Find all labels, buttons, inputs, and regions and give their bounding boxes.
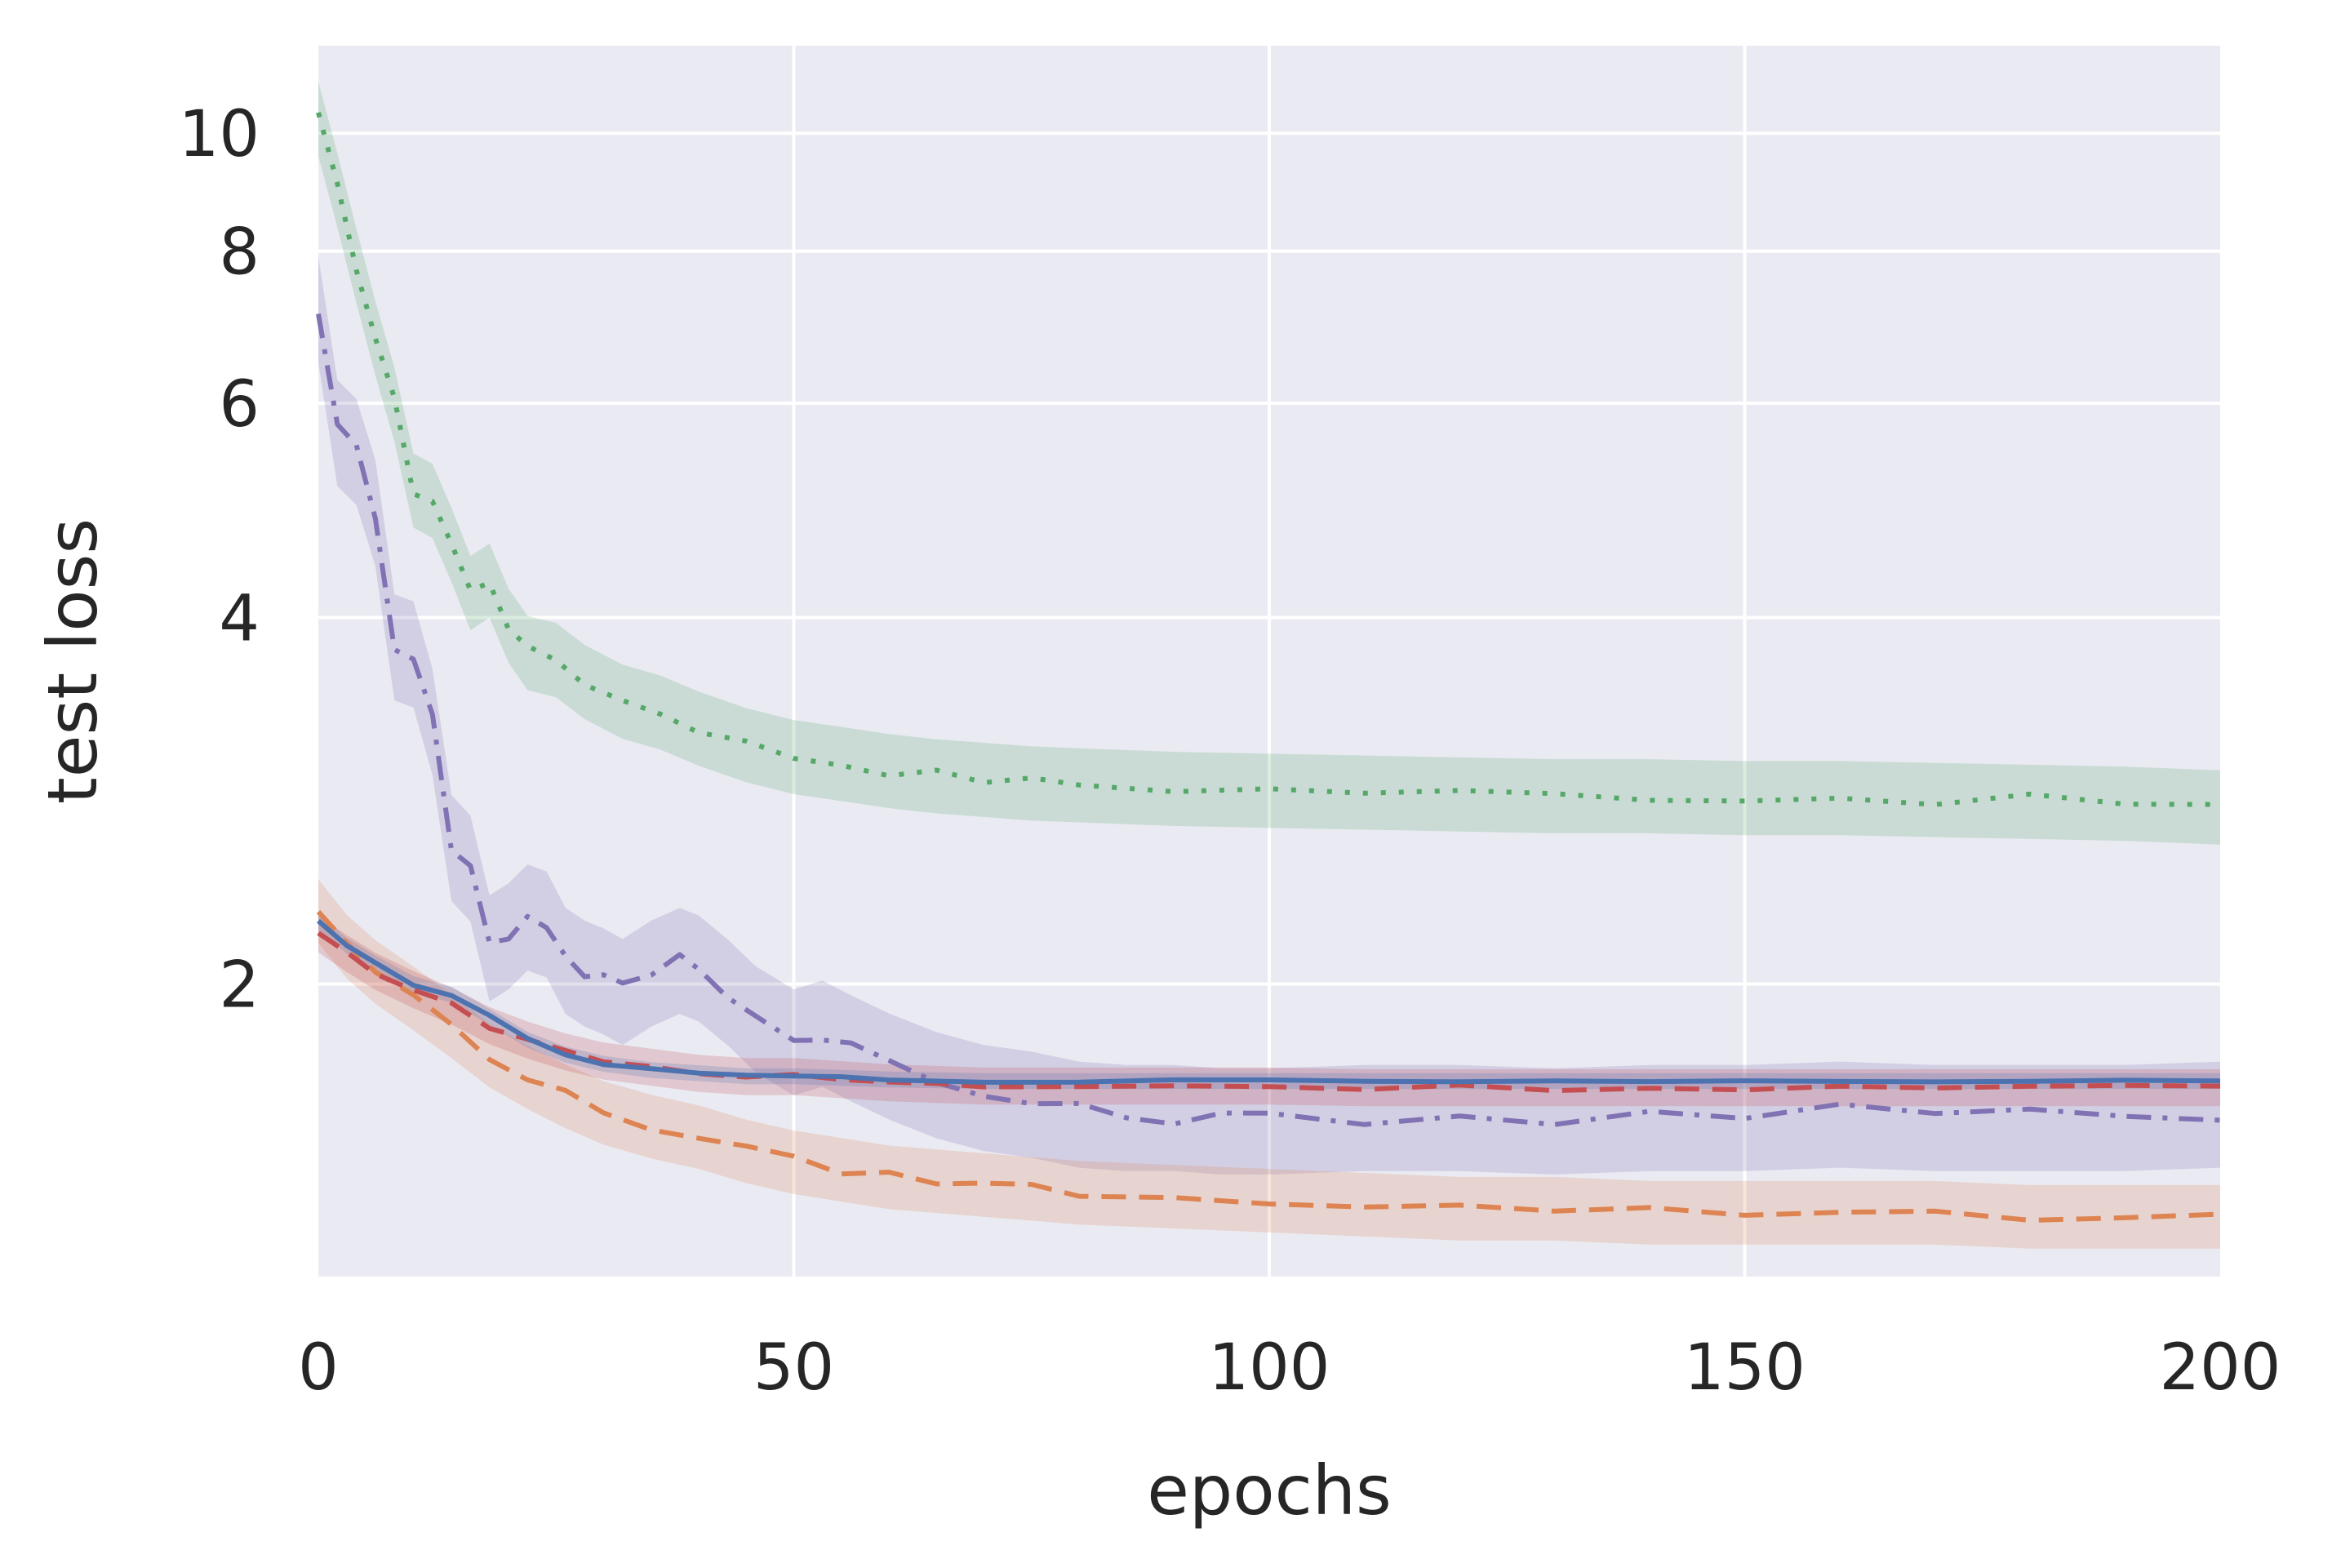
x-tick-labels: 0 50 100 150 200 xyxy=(298,1331,2281,1405)
series-line-dashed-orange xyxy=(316,909,2221,1223)
y-tick-label: 10 xyxy=(179,98,260,171)
x-axis-label: epochs xyxy=(1147,1450,1392,1530)
grid xyxy=(318,46,2220,1277)
y-tick-labels: 2 4 6 8 10 xyxy=(179,98,260,1022)
series-line-solid-blue xyxy=(317,918,2221,1085)
x-tick-label: 100 xyxy=(1209,1331,1330,1405)
y-tick-label: 4 xyxy=(219,583,260,656)
x-tick-label: 200 xyxy=(2160,1331,2281,1405)
x-tick-label: 0 xyxy=(298,1331,339,1405)
series-line-dotted-green xyxy=(316,112,2221,807)
band-dashed-red xyxy=(318,915,2220,1107)
x-tick-label: 150 xyxy=(1684,1331,1806,1405)
x-tick-label: 50 xyxy=(753,1331,834,1405)
series-lines xyxy=(316,112,2221,1223)
band-dotted-green xyxy=(318,82,2220,845)
y-tick-label: 8 xyxy=(219,216,260,290)
y-tick-label: 6 xyxy=(219,368,260,442)
y-tick-label: 2 xyxy=(219,949,260,1023)
y-axis-label: test loss xyxy=(33,518,113,804)
series-line-dashed-red xyxy=(317,931,2221,1094)
